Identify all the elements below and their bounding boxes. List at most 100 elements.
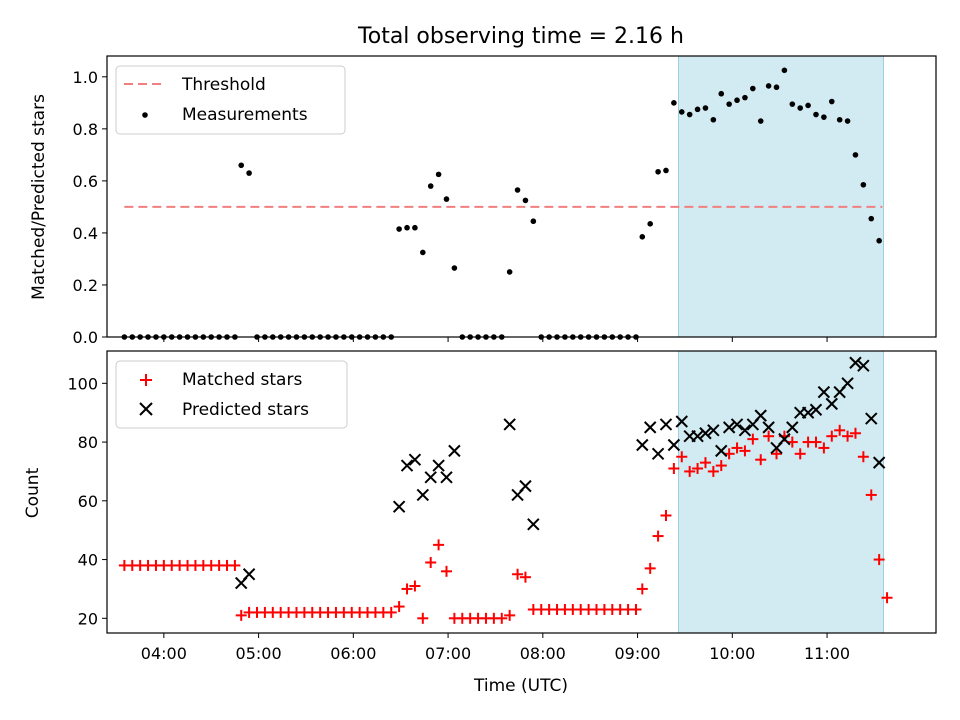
- count-y-tick-label: 40: [78, 551, 98, 570]
- ratio-y-tick-label: 1.0: [73, 68, 98, 87]
- predicted-star-point: [849, 356, 862, 369]
- predicted-star-point: [432, 459, 445, 472]
- count-y-tick-label: 100: [67, 374, 98, 393]
- count-panel: 20 40 60 80 100 04:00 05:00 06:00 07:00 08:00 09:…: [23, 350, 937, 696]
- predicted-star-point: [754, 409, 767, 422]
- measurement-point: [412, 224, 418, 231]
- measurement-point: [238, 162, 245, 169]
- measurement-point: [663, 167, 669, 174]
- count-y-axis: 20 40 60 80 100: [67, 374, 107, 628]
- matched-star-point: [668, 463, 680, 474]
- predicted-star-point: [408, 453, 422, 466]
- measurement-point: [844, 118, 851, 124]
- measurement-point: [726, 101, 732, 107]
- matched-star-point: [873, 554, 885, 566]
- ratio-legend-box: [115, 65, 346, 135]
- predicted-star-point: [636, 438, 649, 452]
- matched-star-point: [849, 427, 861, 439]
- count-x-tick-label: 04:00: [141, 644, 187, 663]
- matched-star-point: [707, 465, 719, 477]
- count-legend: Matched stars Predicted stars: [115, 360, 348, 429]
- predicted-star-point: [503, 418, 516, 431]
- matched-star-point: [496, 612, 508, 624]
- measurement-point: [522, 197, 529, 204]
- matched-star-point: [699, 457, 711, 469]
- measurement-point: [797, 105, 804, 111]
- predicted-star-point: [667, 438, 681, 452]
- predicted-star-point: [691, 429, 704, 443]
- ratio-y-tick-label: 0.2: [73, 276, 98, 295]
- measurement-point: [396, 226, 402, 232]
- predicted-star-point: [841, 377, 854, 390]
- matched-star-point: [739, 445, 751, 457]
- matched-star-point: [794, 448, 806, 460]
- count-x-tick-label: 11:00: [804, 644, 850, 663]
- measurement-point: [813, 111, 819, 118]
- ratio-good-span: [678, 55, 884, 338]
- measurement-point: [789, 101, 796, 107]
- ratio-y-tick-label: 0.8: [73, 120, 98, 139]
- predicted-star-point: [675, 415, 688, 428]
- measurement-point: [678, 109, 685, 115]
- legend-threshold-label: Threshold: [181, 75, 266, 95]
- ratio-x-ticks: [163, 337, 828, 342]
- predicted-star-point: [722, 421, 736, 434]
- predicted-star-point: [416, 488, 430, 502]
- count-x-tick-label: 08:00: [520, 644, 566, 663]
- predicted-star-point: [400, 459, 414, 472]
- measurement-point: [639, 234, 646, 240]
- matched-star-point: [660, 510, 672, 521]
- ratio-y-label: Matched/Predicted stars: [29, 94, 49, 300]
- measurement-point: [860, 181, 867, 188]
- measurement-point: [420, 249, 426, 256]
- measurement-point: [647, 221, 653, 227]
- count-y-tick-label: 60: [78, 492, 98, 511]
- predicted-star-point: [778, 432, 791, 446]
- predicted-star-point: [659, 418, 673, 431]
- ratio-y-tick-label: 0.4: [73, 224, 98, 243]
- matched-star-point: [676, 451, 688, 463]
- measurement-point: [765, 83, 772, 89]
- matched-star-point: [630, 604, 642, 615]
- predicted-star-point: [817, 385, 831, 399]
- matched-star-point: [692, 463, 704, 474]
- legend-measurements-label: Measurements: [182, 105, 308, 125]
- measurement-point: [506, 269, 513, 275]
- matched-star-point: [644, 562, 656, 574]
- legend-matched-label: Matched stars: [182, 370, 302, 390]
- matched-star-point: [731, 442, 743, 454]
- matched-star-point: [401, 583, 413, 595]
- predicted-star-point: [440, 471, 453, 484]
- matched-star-point: [715, 460, 727, 472]
- measurement-point: [805, 102, 811, 109]
- measurement-point: [404, 224, 410, 231]
- matched-star-point: [417, 612, 429, 624]
- measurement-point: [655, 168, 661, 175]
- measurement-point: [702, 105, 709, 111]
- measurement-point: [718, 90, 725, 97]
- count-x-axis: 04:00 05:00 06:00 07:00 08:00 09:00 10:00 11:00: [141, 633, 850, 663]
- count-x-tick-label: 06:00: [330, 644, 376, 663]
- predicted-star-point: [825, 397, 838, 411]
- matched-star-point: [512, 568, 524, 580]
- measurement-point: [734, 97, 740, 104]
- predicted-star-point: [699, 427, 712, 440]
- count-points: [118, 356, 893, 624]
- ratio-legend: Threshold Measurements: [115, 65, 346, 135]
- chart-title: Total observing time = 2.16 h: [357, 24, 684, 49]
- matched-star-point: [684, 465, 696, 477]
- legend-measurements-swatch: [142, 112, 148, 118]
- count-legend-box: [115, 360, 348, 429]
- matched-star-point: [229, 559, 241, 571]
- matched-star-point: [652, 530, 664, 542]
- predicted-star-point: [424, 471, 437, 484]
- predicted-star-point: [715, 444, 728, 458]
- measurement-point: [852, 152, 859, 158]
- count-y-label: Count: [23, 467, 43, 518]
- x-axis-label: Time (UTC): [473, 676, 568, 696]
- measurement-point: [781, 67, 788, 74]
- matched-star-point: [826, 430, 838, 442]
- matched-star-point: [519, 571, 531, 583]
- measurement-point: [443, 196, 450, 202]
- predicted-star-point: [730, 418, 744, 431]
